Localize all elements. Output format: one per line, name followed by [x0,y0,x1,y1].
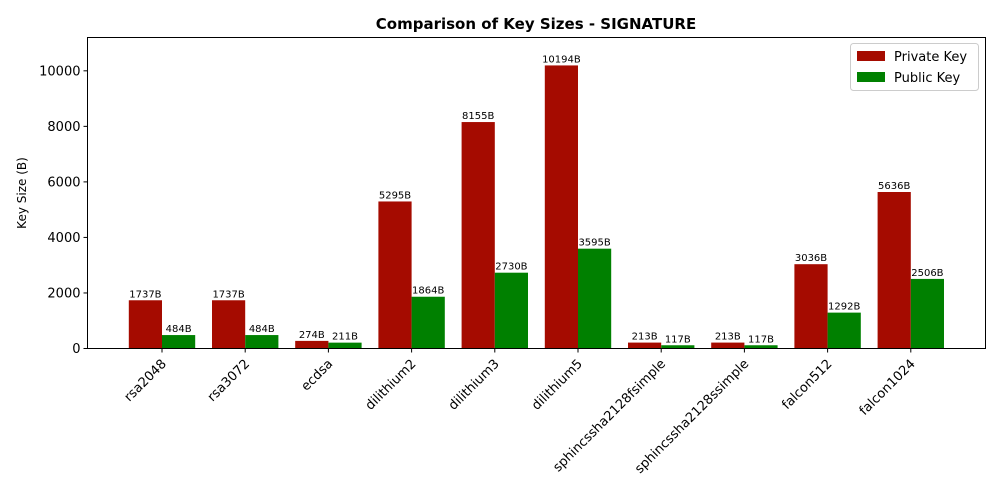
x-tick-label: dilithium2 [363,357,420,414]
y-tick-label: 8000 [47,120,80,135]
y-tick-label: 6000 [47,175,80,190]
bar-private-key [711,342,745,349]
data-label: 117B [665,334,691,345]
data-label: 5295B [379,190,411,201]
legend-swatch [857,72,885,82]
bar-public-key [910,278,944,349]
bar-public-key [494,272,528,349]
chart-title: Comparison of Key Sizes - SIGNATURE [376,15,696,33]
x-tick-label: dilithium5 [529,357,586,414]
legend-label: Public Key [894,71,960,86]
bar-public-key [245,335,279,349]
data-label: 274B [299,330,325,341]
y-tick-label: 0 [72,342,80,357]
plot-frame [87,37,986,349]
x-tick-label: falcon512 [779,357,835,413]
data-label: 1737B [129,289,161,300]
bar-private-key [794,264,828,349]
data-label: 117B [748,334,774,345]
y-tick-label: 4000 [47,231,80,246]
x-tick-label: rsa2048 [122,357,170,405]
data-label: 8155B [462,111,494,122]
x-tick-label: dilithium3 [446,357,503,414]
x-tick-label: falcon1024 [857,357,919,419]
data-label: 3036B [795,253,827,264]
bar-public-key [827,312,861,349]
data-label: 484B [249,324,275,335]
bar-private-key [212,300,246,349]
bar-private-key [128,300,162,349]
bar-private-key [461,122,495,349]
bar-public-key [328,342,362,349]
x-tick-label: rsa3072 [205,357,253,405]
data-label: 5636B [878,181,910,192]
bar-private-key [295,340,329,349]
legend-swatch [857,51,885,61]
legend-label: Private Key [894,50,967,65]
bar-public-key [411,296,445,349]
data-label: 1292B [828,302,860,313]
data-label: 3595B [578,238,610,249]
bar-public-key [578,248,612,349]
data-label: 484B [166,324,192,335]
bar-private-key [544,65,578,349]
bar-private-key [877,192,911,349]
bar-public-key [661,345,695,349]
bar-public-key [744,345,778,349]
y-axis-label: Key Size (B) [15,157,29,229]
bar-public-key [162,335,196,349]
data-label: 2506B [911,268,943,279]
data-label: 1864B [412,286,444,297]
y-tick-label: 2000 [47,286,80,301]
data-label: 1737B [212,289,244,300]
bar-private-key [628,342,662,349]
data-label: 10194B [542,54,581,65]
data-label: 213B [715,332,741,343]
plot-area: 0 2000 4000 6000 8000 10000 1737B 1737B 274B 5295… [39,54,944,477]
y-tick-label: 10000 [39,64,80,79]
x-tick-label: ecdsa [299,357,337,395]
legend: Private Key Public Key [850,43,979,91]
bar-private-key [378,201,412,349]
data-label: 2730B [495,262,527,273]
data-label: 211B [332,332,358,343]
data-label: 213B [632,332,658,343]
